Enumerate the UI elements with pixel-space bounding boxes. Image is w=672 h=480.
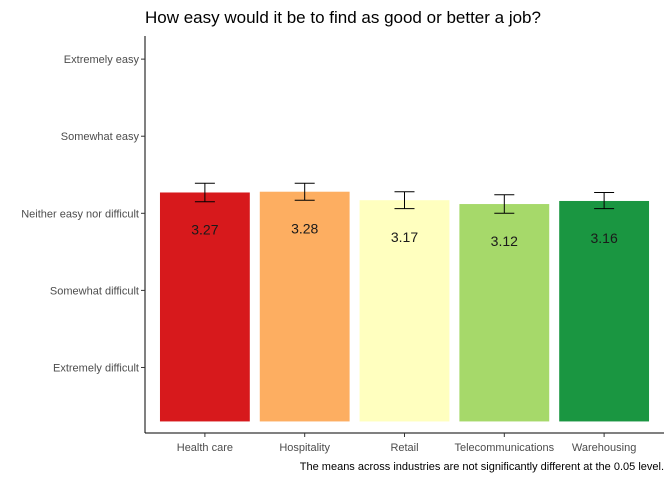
chart-caption: The means across industries are not sign… — [300, 461, 664, 473]
bar-health-care — [159, 192, 250, 422]
bar-telecommunications — [459, 204, 550, 422]
chart-title: How easy would it be to find as good or … — [145, 8, 541, 27]
y-tick-label: Extremely easy — [64, 54, 140, 66]
data-label: 3.27 — [191, 221, 218, 237]
data-label: 3.12 — [491, 233, 518, 249]
y-axis-ticks: Extremely difficult Somewhat difficult Nei… — [21, 54, 145, 374]
bars — [159, 191, 650, 422]
y-tick-label: Somewhat difficult — [50, 285, 139, 297]
y-tick-label: Neither easy nor difficult — [21, 208, 139, 220]
x-tick-label: Retail — [390, 442, 418, 454]
data-label: 3.16 — [590, 230, 617, 246]
bar-retail — [359, 200, 450, 422]
error-bars — [194, 182, 615, 214]
x-tick-label: Telecommunications — [454, 442, 554, 454]
y-tick-label: Somewhat easy — [61, 131, 140, 143]
x-axis-ticks: Health care Hospitality Retail Telecommunic… — [177, 433, 636, 454]
data-label: 3.17 — [391, 229, 418, 245]
x-tick-label: Warehousing — [572, 442, 636, 454]
bar-warehousing — [559, 200, 650, 422]
data-label: 3.28 — [291, 221, 318, 237]
x-tick-label: Health care — [177, 442, 233, 454]
data-labels: 3.27 3.28 3.17 3.12 3.16 — [191, 221, 618, 249]
x-tick-label: Hospitality — [279, 442, 330, 454]
y-tick-label: Extremely difficult — [53, 362, 139, 374]
bar-hospitality — [259, 191, 350, 422]
